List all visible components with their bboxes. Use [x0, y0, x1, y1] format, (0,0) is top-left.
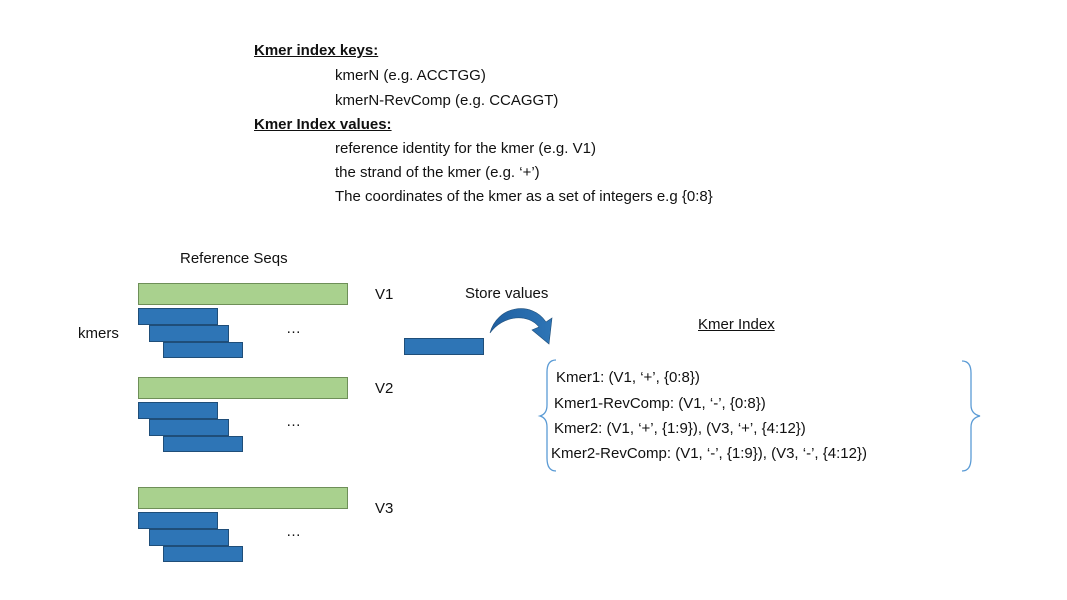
index-entry-kmer2: Kmer2: (V1, ‘+’, {1:9}), (V3, ‘+’, {4:12…	[554, 420, 806, 437]
reference-bar-v1	[138, 283, 348, 305]
sequence-label-v2: V2	[375, 380, 394, 397]
kmer-bar	[149, 325, 229, 342]
index-entry-kmer1-revcomp: Kmer1-RevComp: (V1, ‘-’, {0:8})	[554, 395, 766, 412]
kmer-bar	[163, 342, 243, 358]
right-brace-icon	[961, 360, 981, 472]
ellipsis-v1: …	[286, 320, 301, 337]
index-entry-kmer1: Kmer1: (V1, ‘+’, {0:8})	[556, 369, 700, 386]
kmer-bar	[138, 402, 218, 419]
reference-bar-v3	[138, 487, 348, 509]
sequence-label-v3: V3	[375, 500, 394, 517]
value-strand: the strand of the kmer (e.g. ‘+’)	[335, 164, 540, 181]
kmer-bar	[149, 419, 229, 436]
kmer-bar	[138, 308, 218, 325]
key-kmer: kmerN (e.g. ACCTGG)	[335, 67, 486, 84]
kmer-index-title: Kmer Index	[698, 316, 775, 333]
key-kmer-revcomp: kmerN-RevComp (e.g. CCAGGT)	[335, 92, 559, 109]
values-heading: Kmer Index values:	[254, 116, 392, 133]
index-entry-kmer2-revcomp: Kmer2-RevComp: (V1, ‘-’, {1:9}), (V3, ‘-…	[551, 445, 867, 462]
reference-seqs-title: Reference Seqs	[180, 250, 288, 267]
keys-heading: Kmer index keys:	[254, 42, 379, 59]
value-reference-identity: reference identity for the kmer (e.g. V1…	[335, 140, 596, 157]
value-coordinates: The coordinates of the kmer as a set of …	[335, 188, 713, 205]
store-values-label: Store values	[465, 285, 549, 302]
ellipsis-v2: …	[286, 413, 301, 430]
kmer-bar	[163, 436, 243, 452]
kmer-bar	[149, 529, 229, 546]
stored-kmer-bar	[404, 338, 484, 355]
reference-bar-v2	[138, 377, 348, 399]
kmer-bar	[138, 512, 218, 529]
kmers-label: kmers	[78, 325, 119, 342]
ellipsis-v3: …	[286, 523, 301, 540]
kmer-bar	[163, 546, 243, 562]
curved-arrow-icon	[489, 308, 553, 345]
sequence-label-v1: V1	[375, 286, 394, 303]
left-bracket-icon	[537, 359, 557, 472]
